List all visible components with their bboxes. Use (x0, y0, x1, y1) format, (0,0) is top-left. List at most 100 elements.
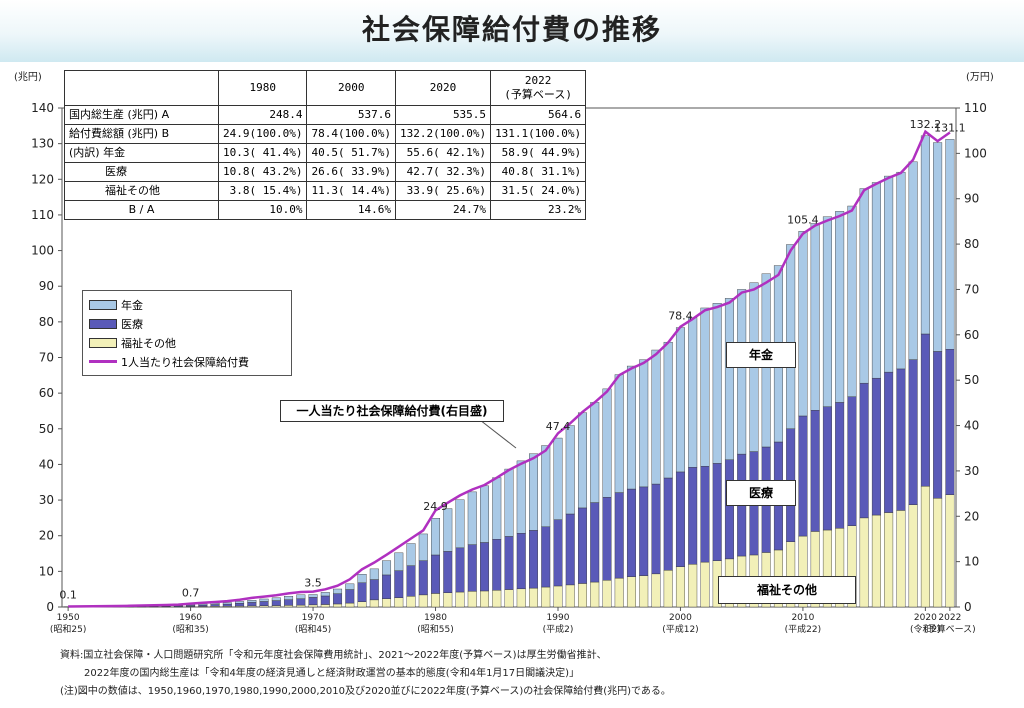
bar-segment-pension (639, 359, 649, 488)
bar-segment-medical (467, 544, 477, 592)
bar-segment-pension (431, 518, 441, 556)
bar-segment-pension (333, 588, 343, 594)
bar-segment-welfare (345, 602, 355, 608)
table-row-label: (内訳) 年金 (64, 143, 219, 163)
table-row: (内訳) 年金 10.3( 41.4%) 40.5( 51.7%) 55.6( … (64, 143, 587, 163)
bar-segment-welfare (920, 485, 930, 608)
bar-segment-pension (884, 175, 894, 373)
bar-segment-medical (626, 488, 636, 577)
bar-segment-welfare (565, 584, 575, 608)
bar-segment-welfare (700, 561, 710, 608)
bar-segment-medical (516, 533, 526, 590)
bar-segment-medical (247, 602, 257, 607)
bar-segment-medical (639, 486, 649, 576)
table-cell: 24.9(100.0%) (217, 124, 308, 144)
bar-segment-medical (933, 351, 943, 499)
bar-segment-welfare (443, 592, 453, 608)
bar-segment-medical (235, 603, 245, 607)
table-cell: 78.4(100.0%) (306, 124, 396, 144)
table-cell: 40.5( 51.7%) (306, 143, 396, 163)
bar-segment-pension (382, 560, 392, 576)
y-tick-label: 80 (39, 315, 54, 329)
bar-segment-welfare (933, 498, 943, 608)
summary-table: 1980 2000 2020 2022 (予算ベース) 国内総生産 (兆円) A… (64, 70, 587, 220)
bar-segment-welfare (284, 605, 294, 608)
bar-segment-pension (418, 533, 428, 561)
bar-segment-pension (541, 445, 551, 528)
legend: 年金 医療 福祉その他 1人当たり社会保障給付費 (82, 290, 292, 376)
x-tick-label: 2020 (914, 613, 937, 623)
x-tick-label: 1960 (179, 613, 202, 623)
total-value-label: 132.2 (910, 118, 942, 131)
bar-segment-pension (688, 317, 698, 468)
total-value-label: 0.7 (182, 587, 200, 600)
legend-item-welfare: 福祉その他 (89, 333, 285, 352)
bar-segment-welfare (320, 604, 330, 608)
y2-tick-label: 110 (964, 101, 987, 115)
table-row-label: 給付費総額 (兆円) B (64, 124, 219, 144)
bar-segment-medical (614, 492, 624, 579)
bar-segment-medical (333, 593, 343, 605)
legend-item-medical: 医療 (89, 314, 285, 333)
bar-segment-pension (553, 437, 563, 520)
y2-tick-label: 100 (964, 146, 987, 160)
bar-segment-medical (345, 589, 355, 604)
per-capita-line (68, 129, 951, 608)
bar-segment-pension (259, 598, 269, 602)
bar-segment-welfare (406, 596, 416, 608)
bar-segment-welfare (896, 510, 906, 608)
total-value-label: 3.5 (304, 577, 322, 590)
total-value-label: 47.4 (546, 420, 571, 433)
bar-segment-welfare (614, 577, 624, 608)
bar-segment-pension (675, 327, 685, 473)
bar-segment-pension (210, 603, 220, 605)
bar-segment-welfare (394, 597, 404, 608)
bar-segment-pension (247, 600, 257, 603)
bar-segment-medical (284, 599, 294, 606)
callout-per-capita: 一人当たり社会保障給付費(右目盛) (280, 400, 504, 422)
bar-segment-welfare (884, 512, 894, 608)
bar-segment-pension (345, 583, 355, 590)
bar-segment-welfare (688, 564, 698, 608)
bar-segment-pension (859, 188, 869, 384)
table-corner (64, 70, 219, 106)
legend-label: 医療 (121, 317, 143, 331)
bar-segment-medical (382, 574, 392, 600)
chart-title: 社会保障給付費の推移 (361, 13, 662, 46)
y-tick-label: 0 (46, 600, 54, 614)
label-pension: 年金 (726, 342, 796, 368)
y-tick-label: 120 (31, 172, 54, 186)
bar-segment-pension (235, 601, 245, 604)
bar-segment-welfare (871, 514, 881, 608)
bar-segment-medical (896, 368, 906, 511)
x-tick-era-label: (昭和45) (295, 624, 331, 635)
bar-segment-welfare (516, 588, 526, 608)
y2-tick-label: 20 (964, 509, 979, 523)
bar-segment-welfare (651, 573, 661, 608)
table-cell: 23.2% (490, 200, 587, 220)
y2-tick-label: 0 (964, 600, 972, 614)
bar-segment-welfare (529, 587, 538, 608)
bar-segment-medical (945, 349, 955, 495)
bar-segment-pension (896, 171, 906, 370)
bar-segment-pension (590, 402, 600, 503)
bar-segment-medical (296, 598, 306, 606)
bar-segment-welfare (296, 604, 306, 608)
footnote-source: 資料:国立社会保障・人口問題研究所「令和元年度社会保障費用統計」、2021〜20… (60, 650, 607, 661)
table-cell: 131.1(100.0%) (490, 124, 587, 144)
bar-segment-welfare (357, 601, 367, 608)
footnote-gdp: 2022年度の国内総生産は「令和4年度の経済見通しと経済財政運営の基本的態度(令… (84, 668, 580, 679)
bar-segment-pension (369, 568, 379, 580)
x-tick-era-label: (昭和25) (50, 624, 86, 635)
bar-segment-medical (712, 463, 722, 561)
bar-segment-pension (357, 574, 367, 583)
bar-segment-pension (908, 161, 918, 360)
bar-segment-welfare (908, 504, 918, 608)
bar-segment-medical (541, 526, 551, 588)
x-tick-label: 1980 (424, 613, 447, 623)
y2-axis-unit: (万円) (966, 72, 994, 83)
bar-segment-pension (822, 216, 832, 407)
bar-segment-pension (296, 594, 306, 599)
bar-segment-pension (712, 303, 722, 464)
table-header: 2022 (予算ベース) (490, 70, 587, 106)
